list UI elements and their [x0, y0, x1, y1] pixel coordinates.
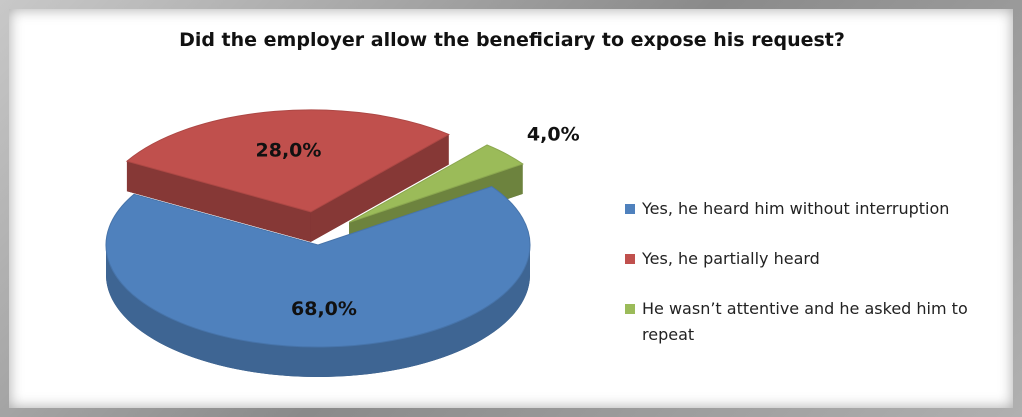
slice-edge — [126, 161, 311, 242]
legend-item: Yes, he partially heard — [625, 246, 1010, 272]
slice-top — [125, 109, 450, 213]
legend: Yes, he heard him without interruption Ye… — [625, 196, 1010, 372]
slice-top — [105, 185, 531, 348]
slice-edge — [310, 134, 449, 242]
legend-item: Yes, he heard him without interruption — [625, 196, 1010, 222]
legend-label: Yes, he partially heard — [642, 249, 820, 268]
data-label: 4,0% — [527, 123, 580, 145]
slice-wall — [106, 245, 530, 377]
legend-swatch — [625, 304, 635, 314]
pie-slice — [125, 109, 450, 242]
chart-title: Did the employer allow the beneficiary t… — [179, 29, 845, 51]
legend-swatch — [625, 204, 635, 214]
pie-slice — [105, 185, 531, 377]
data-label: 28,0% — [256, 140, 322, 162]
legend-label: Yes, he heard him without interruption — [642, 199, 950, 218]
legend-label: He wasn’t attentive and he asked him to … — [642, 299, 968, 344]
slice-top — [348, 144, 524, 223]
data-label: 68,0% — [291, 298, 357, 320]
legend-swatch — [625, 254, 635, 264]
legend-item: He wasn’t attentive and he asked him to … — [625, 296, 1010, 348]
